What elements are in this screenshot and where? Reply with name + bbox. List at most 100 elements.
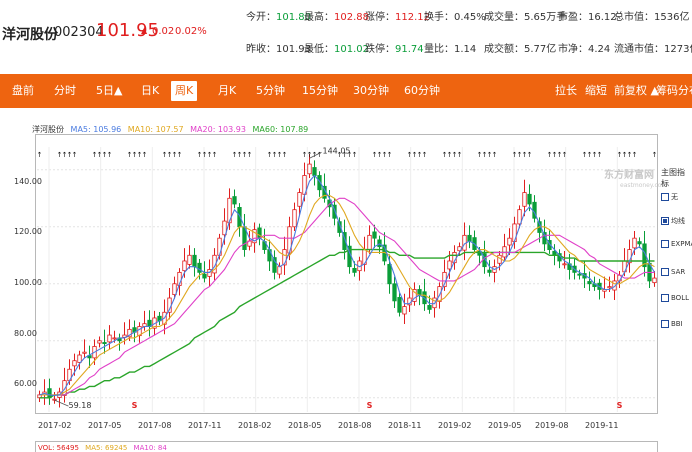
quote-limit-down: 跌停：91.74	[365, 44, 424, 55]
watermark-logo: 东方财富网	[604, 170, 654, 181]
x-tick-label: 2018-02	[238, 421, 272, 430]
x-tick-label: 2019-05	[488, 421, 522, 430]
x-tick-label: 2017-05	[88, 421, 122, 430]
vol-ma10-legend: MA10: 84	[133, 444, 167, 452]
event-marker: ↑	[562, 151, 568, 159]
dividend-marker: S	[367, 401, 373, 410]
event-marker: ↑	[557, 151, 563, 159]
indicator-boll[interactable]: BOLL	[661, 294, 689, 302]
event-marker: ↑	[487, 151, 493, 159]
candle-body	[517, 209, 522, 225]
indicator-bbi[interactable]: BBI	[661, 320, 683, 328]
tab-5day[interactable]: 5日▲	[96, 84, 123, 97]
event-marker: ↑	[62, 151, 68, 159]
tab-monthly-k[interactable]: 月K	[218, 84, 237, 97]
tab-weekly-k[interactable]: 周K	[171, 81, 198, 101]
event-marker: ↑	[527, 151, 533, 159]
max-pointer	[309, 151, 322, 159]
candle-body	[192, 254, 197, 268]
checkbox-icon[interactable]	[661, 240, 669, 248]
quote-limit-up: 涨停：112.12	[365, 12, 430, 23]
event-marker: ↑	[622, 151, 628, 159]
event-marker: ↑	[282, 151, 288, 159]
y-tick-label: 60.00	[14, 379, 37, 388]
shrink-button[interactable]: 缩短	[585, 84, 607, 97]
indicator-sar[interactable]: SAR	[661, 268, 685, 276]
event-marker: ↑	[407, 151, 413, 159]
x-tick-label: 2019-08	[535, 421, 569, 430]
event-marker: ↑	[307, 151, 313, 159]
quote-high: 最高：102.88	[304, 12, 369, 23]
tab-5min[interactable]: 5分钟	[256, 84, 285, 97]
candle-body	[332, 204, 337, 219]
indicator-none[interactable]: 无	[661, 192, 678, 202]
tab-60min[interactable]: 60分钟	[404, 84, 440, 97]
candle-body	[427, 305, 432, 310]
event-marker: ↑	[627, 151, 633, 159]
quote-low: 最低：101.02	[304, 44, 369, 55]
stretch-button[interactable]: 拉长	[555, 84, 577, 97]
y-tick-label: 120.00	[14, 227, 42, 236]
checkbox-icon[interactable]	[661, 320, 669, 328]
tab-daily-k[interactable]: 日K	[141, 84, 160, 97]
checkbox-checked-icon[interactable]	[661, 217, 669, 225]
event-marker: ↑	[237, 151, 243, 159]
quote-turnover: 换手：0.45%	[424, 12, 486, 23]
adjust-dropdown[interactable]: 前复权 ▲	[614, 84, 659, 97]
chip-distribution-button[interactable]: 筹码分布	[656, 84, 692, 97]
up-arrow-icon: ▲	[141, 26, 148, 35]
event-marker: ↑	[267, 151, 273, 159]
checkbox-icon[interactable]	[661, 193, 669, 201]
checkbox-icon[interactable]	[661, 294, 669, 302]
ma-legend: 洋河股份 MA5: 105.96 MA10: 107.57 MA20: 103.…	[32, 124, 312, 135]
event-marker: ↑	[617, 151, 623, 159]
event-marker: ↑	[137, 151, 143, 159]
event-marker: ↑	[142, 151, 148, 159]
quote-volume: 成交量：5.65万手	[484, 12, 567, 23]
event-marker: ↑	[342, 151, 348, 159]
candle-body	[312, 167, 317, 176]
event-marker: ↑	[72, 151, 78, 159]
event-marker: ↑	[202, 151, 208, 159]
event-marker: ↑	[652, 151, 658, 159]
event-marker: ↑	[587, 151, 593, 159]
candle-body	[172, 283, 177, 296]
indicator-expma[interactable]: EXPMA	[661, 240, 692, 248]
checkbox-icon[interactable]	[661, 268, 669, 276]
event-marker: ↑	[172, 151, 178, 159]
candle-body	[527, 193, 532, 205]
event-marker: ↑	[162, 151, 168, 159]
event-marker: ↑	[277, 151, 283, 159]
event-marker: ↑	[547, 151, 553, 159]
watermark-sub: eastmoney.com	[620, 182, 668, 189]
candle-body	[547, 240, 552, 250]
min-pointer	[54, 399, 69, 407]
ma20-line	[39, 197, 655, 396]
ma5-legend: MA5: 105.96	[70, 125, 122, 134]
event-marker: ↑	[457, 151, 463, 159]
tab-premarket[interactable]: 盘前	[12, 84, 34, 97]
event-marker: ↑	[272, 151, 278, 159]
max-label: 144.05	[323, 146, 351, 155]
event-marker: ↑	[197, 151, 203, 159]
x-tick-label: 2018-11	[388, 421, 422, 430]
tab-30min[interactable]: 30分钟	[353, 84, 389, 97]
event-marker: ↑	[247, 151, 253, 159]
tab-15min[interactable]: 15分钟	[302, 84, 338, 97]
event-marker: ↑	[302, 151, 308, 159]
event-marker: ↑	[347, 151, 353, 159]
event-marker: ↑	[232, 151, 238, 159]
candle-body	[372, 231, 377, 239]
event-marker: ↑	[382, 151, 388, 159]
candle-body	[342, 232, 347, 250]
tab-intraday[interactable]: 分时	[54, 84, 76, 97]
dividend-marker: S	[617, 401, 623, 410]
ma5-line	[39, 174, 655, 397]
event-marker: ↑	[312, 151, 318, 159]
event-marker: ↑	[632, 151, 638, 159]
candle-body	[412, 289, 417, 302]
event-marker: ↑	[422, 151, 428, 159]
indicator-ma[interactable]: 均线	[661, 216, 685, 226]
candle-body	[292, 209, 297, 228]
